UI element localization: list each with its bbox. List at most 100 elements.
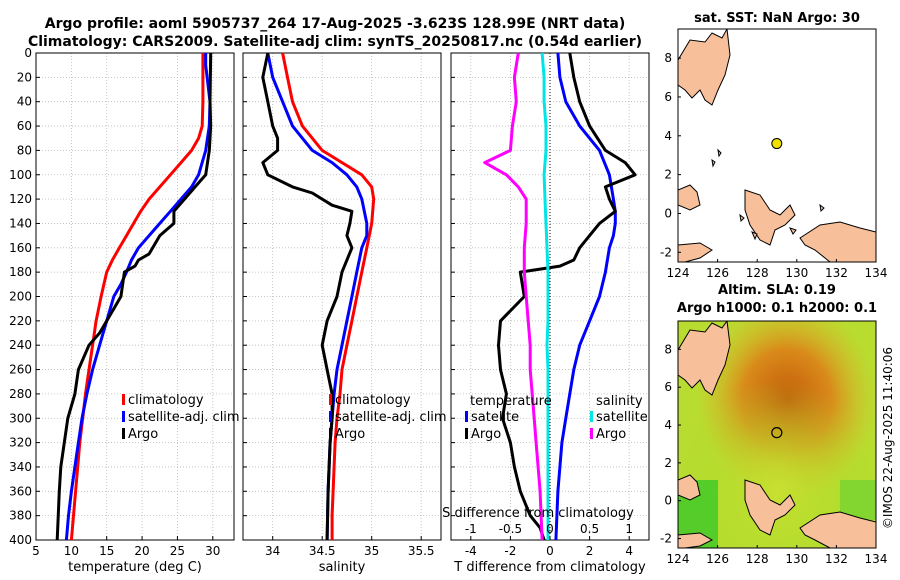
x2-axis-label: S difference from climatology (442, 506, 634, 521)
legend-label: satelite (471, 410, 519, 425)
y-tick-label: 260 (9, 363, 32, 377)
legend-label: Argo (335, 427, 365, 442)
map-y-tick-label: 0 (664, 206, 672, 220)
x2-tick-label: -1 (465, 522, 477, 536)
y-tick-label: 360 (9, 484, 32, 498)
sst-land-small-islands (711, 148, 825, 241)
x2-tick-label: -0.5 (499, 522, 522, 536)
sst-land-halmahera-north (678, 29, 731, 106)
map-y-tick-label: -2 (660, 532, 672, 546)
x-axis-label: salinity (319, 560, 366, 575)
legend-label: climatology (128, 393, 204, 408)
legend-right-title: salinity (596, 394, 643, 409)
y-tick-label: 0 (24, 46, 32, 60)
series-line-climatology (281, 52, 376, 540)
x-tick-label: 25 (170, 544, 185, 558)
y-tick-label: 300 (9, 411, 32, 425)
legend-label: Argo (596, 427, 626, 442)
x-tick-label: 34.5 (309, 544, 336, 558)
y-tick-label: 40 (17, 95, 32, 109)
x-tick-label: 20 (134, 544, 149, 558)
series-line-t-satellite (554, 52, 617, 541)
map-x-tick-label: 128 (746, 266, 769, 280)
legend-swatch (465, 411, 468, 422)
map-y-tick-label: 2 (664, 456, 672, 470)
header-line2: Climatology: CARS2009. Satellite-adj cli… (28, 34, 642, 50)
legend-swatch (329, 411, 332, 422)
y-tick-label: 240 (9, 338, 32, 352)
map-x-tick-label: 132 (825, 266, 848, 280)
map-y-tick-label: 6 (664, 380, 672, 394)
map-x-tick-label: 126 (706, 552, 729, 566)
x-tick-label: 15 (99, 544, 114, 558)
sst-map: sat. SST: NaN Argo: 30 124 126 128 130 132 13… (660, 11, 887, 280)
legend-swatch (122, 411, 125, 422)
map-y-tick-label: -2 (660, 245, 672, 259)
x-tick-label: 4 (625, 544, 633, 558)
map-y-tick-label: 6 (664, 90, 672, 104)
x-tick-label: 35 (364, 544, 379, 558)
map-y-tick-label: 2 (664, 168, 672, 182)
sst-land-west (678, 184, 701, 211)
legend-label: satellite (596, 410, 648, 425)
y-tick-label: 180 (9, 265, 32, 279)
map-x-tick-label: 130 (785, 552, 808, 566)
legend-swatch (329, 394, 332, 405)
header-line1: Argo profile: aoml 5905737_264 17-Aug-20… (45, 16, 626, 32)
y-tick-label: 320 (9, 436, 32, 450)
legend-swatch (590, 428, 593, 439)
map-x-tick-label: 130 (785, 266, 808, 280)
sst-argo-location (771, 138, 783, 150)
sst-land-newguinea (799, 221, 876, 262)
x2-tick-label: 1 (625, 522, 633, 536)
x-tick-label: 35.5 (408, 544, 435, 558)
sla-land-island-mid (744, 479, 796, 536)
legend-label: satellite-adj. clim (335, 410, 447, 425)
x-tick-label: 30 (205, 544, 220, 558)
y-tick-label: 380 (9, 509, 32, 523)
series-line-t-argo (497, 52, 637, 541)
sst-land-southwest (678, 242, 713, 262)
y-tick-label: 200 (9, 290, 32, 304)
x2-tick-label: 0 (546, 522, 554, 536)
series-line-argo (55, 52, 213, 541)
y-tick-label: 140 (9, 216, 32, 230)
x2-tick-label: 0.5 (580, 522, 599, 536)
sst-map-title: sat. SST: NaN Argo: 30 (694, 11, 860, 26)
legend-left-title: temperature (470, 394, 552, 409)
x-axis-label: T difference from climatology (453, 560, 646, 575)
sla-land-southwest (678, 532, 714, 548)
x-tick-label: 34 (265, 544, 280, 558)
legend-swatch (329, 428, 332, 439)
map-y-tick-label: 8 (664, 342, 672, 356)
series-line-argo (261, 52, 354, 541)
y-tick-label: 220 (9, 314, 32, 328)
map-y-tick-label: 0 (664, 494, 672, 508)
panel-salinity: 34 34.5 35 35.5 salinity climatology satellite… (242, 52, 447, 575)
map-x-tick-label: 128 (746, 552, 769, 566)
series-line-s-argo (483, 52, 544, 541)
sla-argo-location (771, 427, 783, 439)
legend-label: Argo (128, 427, 158, 442)
legend-swatch (122, 428, 125, 439)
map-y-tick-label: 4 (664, 129, 672, 143)
map-x-tick-label: 132 (825, 552, 848, 566)
y-tick-label: 400 (9, 533, 32, 547)
legend-label: Argo (471, 427, 501, 442)
sla-map: Altim. SLA: 0.19 Argo h1000: 0.1 h2000: … (660, 283, 887, 566)
x-tick-label: 10 (64, 544, 79, 558)
sst-land-island-mid (744, 189, 796, 246)
x-axis-label: temperature (deg C) (68, 560, 202, 575)
x-tick-label: 2 (586, 544, 594, 558)
legend-swatch (465, 428, 468, 439)
y-tick-label: 60 (17, 119, 32, 133)
legend-label: satellite-adj. clim (128, 410, 240, 425)
legend-label: climatology (335, 393, 411, 408)
map-y-tick-label: 8 (664, 51, 672, 65)
x-tick-label: 0 (546, 544, 554, 558)
x-tick-label: -2 (504, 544, 516, 558)
sla-map-title2: Argo h1000: 0.1 h2000: 0.1 (677, 301, 877, 316)
sla-land-west (678, 474, 701, 501)
